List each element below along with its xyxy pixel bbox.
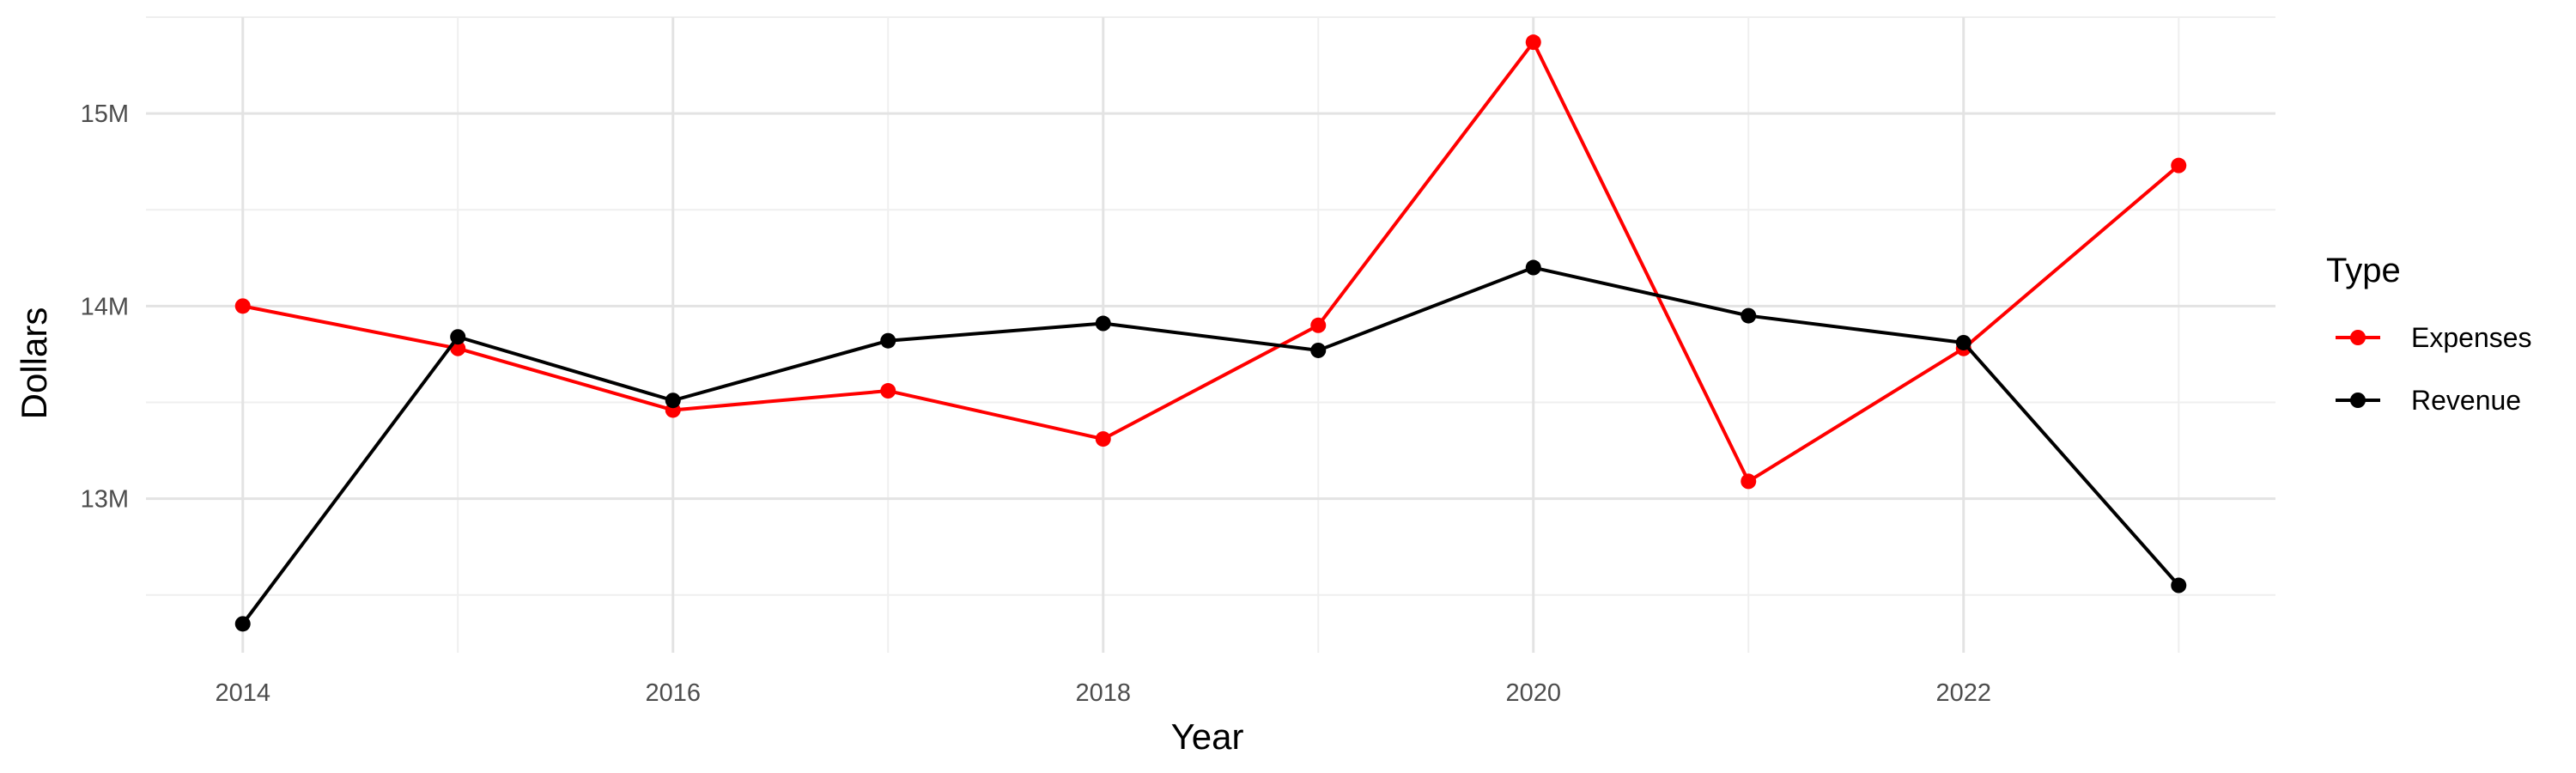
data-point-revenue (2171, 577, 2187, 593)
tick-label-layer: 2014 2016 2018 2020 2022 13M 14M 15M (81, 100, 1991, 707)
data-point-expenses (1095, 431, 1111, 447)
data-point-revenue (1095, 315, 1111, 332)
series-line-expenses (240, 40, 2181, 484)
x-tick-label: 2018 (1075, 679, 1131, 707)
data-point-revenue (1955, 334, 1971, 350)
y-tick-label: 15M (81, 100, 129, 128)
x-tick-label: 2022 (1936, 679, 1992, 707)
legend-swatch-point-revenue (2350, 393, 2366, 408)
data-point-expenses (1525, 34, 1541, 51)
legend: Type Expenses Revenue (2326, 252, 2532, 416)
legend-item-revenue: Revenue (2336, 385, 2521, 416)
x-tick-label: 2014 (215, 679, 270, 707)
data-point-revenue (1310, 342, 1327, 358)
data-point-revenue (450, 329, 466, 345)
x-tick-label: 2020 (1505, 679, 1561, 707)
data-point-revenue (234, 616, 251, 632)
legend-label-expenses: Expenses (2411, 322, 2532, 353)
series-layer (234, 34, 2187, 632)
x-axis-title: Year (1171, 716, 1244, 757)
data-point-expenses (234, 298, 251, 314)
data-point-expenses (1310, 317, 1327, 333)
grid-layer (146, 16, 2275, 653)
legend-title: Type (2326, 252, 2401, 289)
data-point-revenue (1525, 259, 1541, 276)
legend-label-revenue: Revenue (2411, 385, 2521, 416)
y-axis-title: Dollars (14, 307, 54, 420)
y-tick-label: 14M (81, 293, 129, 320)
legend-swatch-point-expenses (2350, 330, 2366, 345)
x-tick-label: 2016 (645, 679, 701, 707)
data-point-revenue (665, 393, 681, 409)
data-point-expenses (880, 383, 896, 399)
data-point-expenses (1741, 473, 1757, 490)
y-tick-label: 13M (81, 486, 129, 514)
data-point-expenses (2171, 157, 2187, 173)
legend-item-expenses: Expenses (2336, 322, 2532, 353)
data-point-revenue (1741, 307, 1757, 324)
data-point-revenue (880, 332, 896, 349)
series-line-revenue (240, 265, 2181, 626)
